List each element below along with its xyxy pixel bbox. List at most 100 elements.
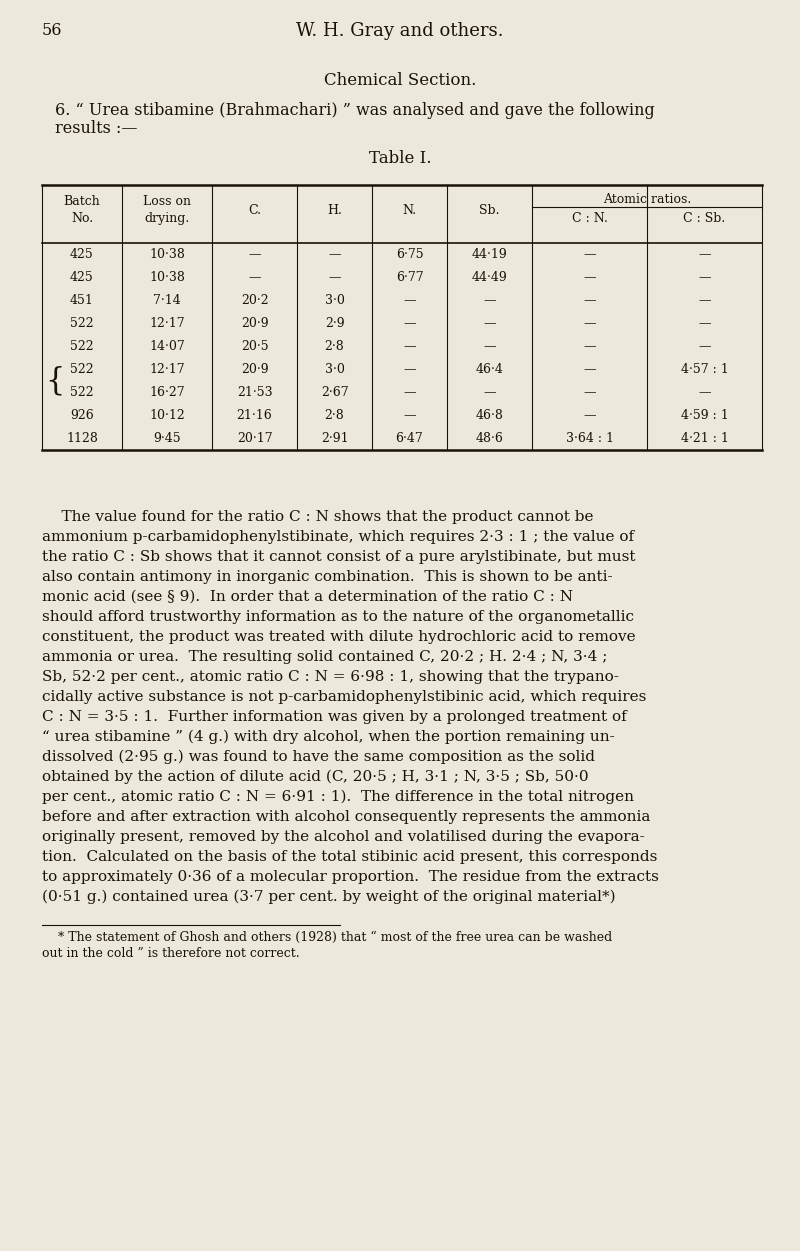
Text: obtained by the action of dilute acid (C, 20·5 ; H, 3·1 ; N, 3·5 ; Sb, 50·0: obtained by the action of dilute acid (C… [42,771,589,784]
Text: 46·8: 46·8 [475,409,503,422]
Text: Table I.: Table I. [369,150,431,166]
Text: before and after extraction with alcohol consequently represents the ammonia: before and after extraction with alcohol… [42,809,650,824]
Text: —: — [698,271,710,284]
Text: originally present, removed by the alcohol and volatilised during the evapora-: originally present, removed by the alcoh… [42,829,645,844]
Text: —: — [583,317,596,330]
Text: 522: 522 [70,340,94,353]
Text: 20·9: 20·9 [241,317,268,330]
Text: 7·14: 7·14 [153,294,181,306]
Text: C : N = 3·5 : 1.  Further information was given by a prolonged treatment of: C : N = 3·5 : 1. Further information was… [42,711,626,724]
Text: 4·59 : 1: 4·59 : 1 [681,409,728,422]
Text: 21·53: 21·53 [237,387,272,399]
Text: (0·51 g.) contained urea (3·7 per cent. by weight of the original material*): (0·51 g.) contained urea (3·7 per cent. … [42,889,616,904]
Text: —: — [483,340,496,353]
Text: out in the cold ” is therefore not correct.: out in the cold ” is therefore not corre… [42,947,300,960]
Text: C : N.: C : N. [571,211,607,225]
Text: 1128: 1128 [66,432,98,445]
Text: —: — [248,248,261,261]
Text: —: — [583,294,596,306]
Text: —: — [403,363,416,377]
Text: 9·45: 9·45 [153,432,181,445]
Text: Sb, 52·2 per cent., atomic ratio C : N = 6·98 : 1, showing that the trypano-: Sb, 52·2 per cent., atomic ratio C : N =… [42,671,619,684]
Text: the ratio C : Sb shows that it cannot consist of a pure arylstibinate, but must: the ratio C : Sb shows that it cannot co… [42,550,635,564]
Text: 2·67: 2·67 [321,387,348,399]
Text: 522: 522 [70,317,94,330]
Text: —: — [483,317,496,330]
Text: 3·0: 3·0 [325,294,345,306]
Text: 6·47: 6·47 [396,432,423,445]
Text: 14·07: 14·07 [149,340,185,353]
Text: 10·12: 10·12 [149,409,185,422]
Text: to approximately 0·36 of a molecular proportion.  The residue from the extracts: to approximately 0·36 of a molecular pro… [42,869,659,884]
Text: 44·49: 44·49 [472,271,507,284]
Text: —: — [583,271,596,284]
Text: —: — [698,340,710,353]
Text: 16·27: 16·27 [149,387,185,399]
Text: C : Sb.: C : Sb. [683,211,726,225]
Text: monic acid (see § 9).  In order that a determination of the ratio C : N: monic acid (see § 9). In order that a de… [42,590,573,604]
Text: —: — [483,294,496,306]
Text: 44·19: 44·19 [472,248,507,261]
Text: tion.  Calculated on the basis of the total stibinic acid present, this correspo: tion. Calculated on the basis of the tot… [42,849,658,864]
Text: 12·17: 12·17 [149,317,185,330]
Text: —: — [403,340,416,353]
Text: —: — [403,317,416,330]
Text: 6·77: 6·77 [396,271,423,284]
Text: —: — [403,409,416,422]
Text: also contain antimony in inorganic combination.  This is shown to be anti-: also contain antimony in inorganic combi… [42,570,613,584]
Text: 20·9: 20·9 [241,363,268,377]
Text: 20·5: 20·5 [241,340,268,353]
Text: Sb.: Sb. [479,204,500,216]
Text: 522: 522 [70,387,94,399]
Text: —: — [583,248,596,261]
Text: 451: 451 [70,294,94,306]
Text: 6. “ Urea stibamine (Brahmachari) ” was analysed and gave the following: 6. “ Urea stibamine (Brahmachari) ” was … [55,103,654,119]
Text: —: — [698,387,710,399]
Text: 4·21 : 1: 4·21 : 1 [681,432,729,445]
Text: 10·38: 10·38 [149,248,185,261]
Text: cidally active substance is not p-carbamidophenylstibinic acid, which requires: cidally active substance is not p-carbam… [42,691,646,704]
Text: W. H. Gray and others.: W. H. Gray and others. [296,23,504,40]
Text: H.: H. [327,204,342,216]
Text: 926: 926 [70,409,94,422]
Text: constituent, the product was treated with dilute hydrochloric acid to remove: constituent, the product was treated wit… [42,631,636,644]
Text: 522: 522 [70,363,94,377]
Text: —: — [698,248,710,261]
Text: C.: C. [248,204,261,216]
Text: per cent., atomic ratio C : N = 6·91 : 1).  The difference in the total nitrogen: per cent., atomic ratio C : N = 6·91 : 1… [42,789,634,804]
Text: —: — [248,271,261,284]
Text: {: { [45,365,64,397]
Text: 425: 425 [70,248,94,261]
Text: —: — [403,294,416,306]
Text: —: — [583,363,596,377]
Text: ammonium p-carbamidophenylstibinate, which requires 2·3 : 1 ; the value of: ammonium p-carbamidophenylstibinate, whi… [42,530,634,544]
Text: 2·8: 2·8 [325,340,344,353]
Text: 20·2: 20·2 [241,294,268,306]
Text: N.: N. [402,204,417,216]
Text: 56: 56 [42,23,62,39]
Text: —: — [583,409,596,422]
Text: —: — [483,387,496,399]
Text: —: — [698,317,710,330]
Text: 46·4: 46·4 [475,363,503,377]
Text: 4·57 : 1: 4·57 : 1 [681,363,728,377]
Text: ammonia or urea.  The resulting solid contained C, 20·2 ; H. 2·4 ; N, 3·4 ;: ammonia or urea. The resulting solid con… [42,651,607,664]
Text: —: — [583,387,596,399]
Text: —: — [403,387,416,399]
Text: 6·75: 6·75 [396,248,423,261]
Text: Loss on
drying.: Loss on drying. [143,195,191,225]
Text: 21·16: 21·16 [237,409,272,422]
Text: Atomic ratios.: Atomic ratios. [603,193,691,206]
Text: The value found for the ratio C : N shows that the product cannot be: The value found for the ratio C : N show… [42,510,594,524]
Text: —: — [328,271,341,284]
Text: —: — [583,340,596,353]
Text: 12·17: 12·17 [149,363,185,377]
Text: dissolved (2·95 g.) was found to have the same composition as the solid: dissolved (2·95 g.) was found to have th… [42,751,595,764]
Text: 48·6: 48·6 [475,432,503,445]
Text: 3·0: 3·0 [325,363,345,377]
Text: 2·9: 2·9 [325,317,344,330]
Text: should afford trustworthy information as to the nature of the organometallic: should afford trustworthy information as… [42,610,634,624]
Text: —: — [698,294,710,306]
Text: 10·38: 10·38 [149,271,185,284]
Text: —: — [328,248,341,261]
